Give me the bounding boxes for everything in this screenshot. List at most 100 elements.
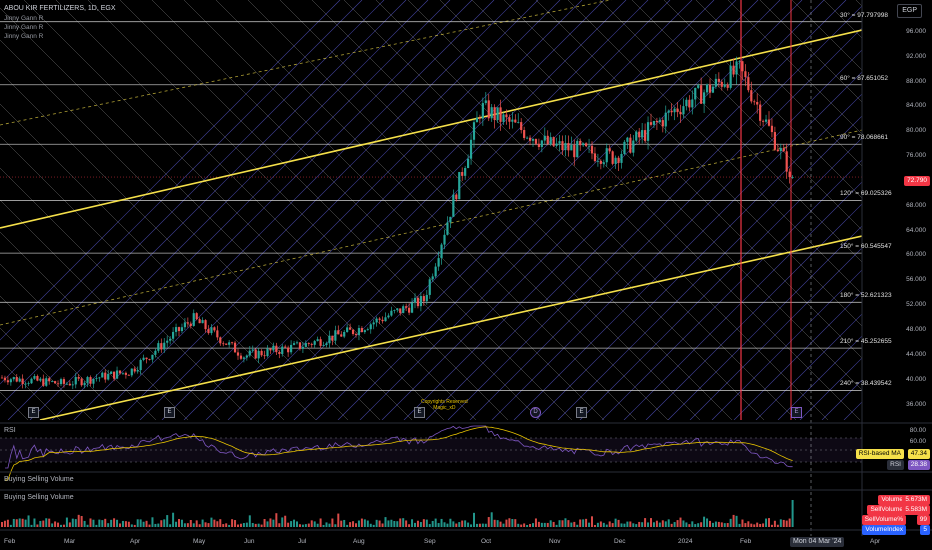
gann-fan-line [55,0,477,420]
volume-bar [679,517,682,527]
candle-body [54,381,57,384]
candle-body [490,107,493,119]
candle-body [3,377,7,381]
volume-bar [296,521,298,527]
volume-pane-2-title[interactable]: Buying Selling Volume [4,494,74,501]
candle-body [180,327,184,332]
volume-bar [9,524,12,527]
volume-layer [1,500,794,527]
candle-body [602,162,605,164]
volume-bar [207,523,210,527]
earnings-marker[interactable]: E [791,407,802,418]
candle-body [617,157,620,163]
candle-body [762,120,765,122]
volume-bar [644,518,647,527]
candle-body [573,145,576,158]
volume-pane-1-title[interactable]: Buying Selling Volume [4,476,74,483]
volume-bar [260,524,263,527]
earnings-marker[interactable]: E [414,407,425,418]
gann-fan-line [0,327,93,420]
currency-badge[interactable]: EGP [897,4,922,18]
volume-bar [558,520,561,527]
candle-body [39,378,42,381]
rsi-ma-line [5,426,793,481]
candle-body [290,344,293,353]
candle-body [472,122,476,140]
candle-body [667,110,670,113]
candle-body [493,107,496,120]
price-tick: 56.000 [906,276,926,284]
candle-body [546,135,549,144]
volume-bar [133,524,136,527]
volume-bar [169,524,172,527]
volume-bar [788,518,791,527]
candle-body [65,383,68,385]
volume-bar [80,516,83,527]
symbol-title[interactable]: ABOU KIR FERTILIZERS, 1D, EGX [4,5,116,12]
candle-body [266,348,269,357]
candle-body [18,378,21,382]
volume-bar [201,519,204,527]
gann-grid-line [579,137,862,420]
indicator-legend-1[interactable]: Jinny Gann R [4,15,44,22]
volume-bar [682,520,685,527]
price-tick: 88.000 [906,77,926,85]
earnings-marker[interactable]: E [28,407,39,418]
volume-bar [366,520,369,527]
month-label: 2024 [678,538,693,545]
candle-body [313,341,316,345]
volume-bar [92,519,95,527]
volume-bar [549,520,552,527]
volume-bar [343,519,346,527]
volume-bar [440,518,443,527]
candle-body [275,345,278,353]
candle-body [210,327,213,334]
volume-bar [738,523,741,527]
candle-body [95,378,98,379]
candle-body [788,171,791,178]
candle-body [785,151,788,172]
rsi-tick-60: 60.00 [909,438,926,445]
volume-bar [319,518,322,527]
volume-bar [461,520,464,527]
volume-bar [166,515,169,527]
candle-body [585,143,588,147]
volume-bar [655,520,658,527]
volume-bar [458,522,461,527]
volume-bar [121,520,124,527]
earnings-marker[interactable]: E [164,407,175,418]
volume-bar [51,523,54,527]
indicator-legend-3[interactable]: Jinny Gann R [4,33,44,40]
candle-body [319,339,322,346]
candle-body [620,153,623,163]
volume-bar [641,522,644,527]
candle-body [679,112,682,115]
earnings-marker[interactable]: E [576,407,587,418]
candle-body [357,328,361,335]
gann-fan-line [119,0,541,420]
indicator-legend-2[interactable]: Jinny Gann R [4,24,44,31]
candle-body [121,372,125,374]
candle-body [691,99,694,108]
candle-body [12,377,15,380]
volume-bar [709,520,711,527]
volume-bar [387,520,390,527]
volume-bar [242,523,245,527]
price-tick: 48.000 [906,326,926,334]
volume-bar [340,520,343,527]
volume-bar [89,518,92,527]
rsi-pane-title[interactable]: RSI [4,427,16,434]
dividend-marker[interactable]: D [530,407,541,418]
rsi-layer [0,425,862,481]
volume-bar [62,524,65,527]
candle-body [83,382,86,386]
candle-body [142,357,145,360]
candle-body [219,337,222,344]
candle-body [750,90,753,102]
candle-body [759,104,762,121]
candle-body [24,383,27,385]
channel-layer [0,0,862,420]
gann-fan-line [599,0,862,263]
month-label: May [193,538,206,545]
